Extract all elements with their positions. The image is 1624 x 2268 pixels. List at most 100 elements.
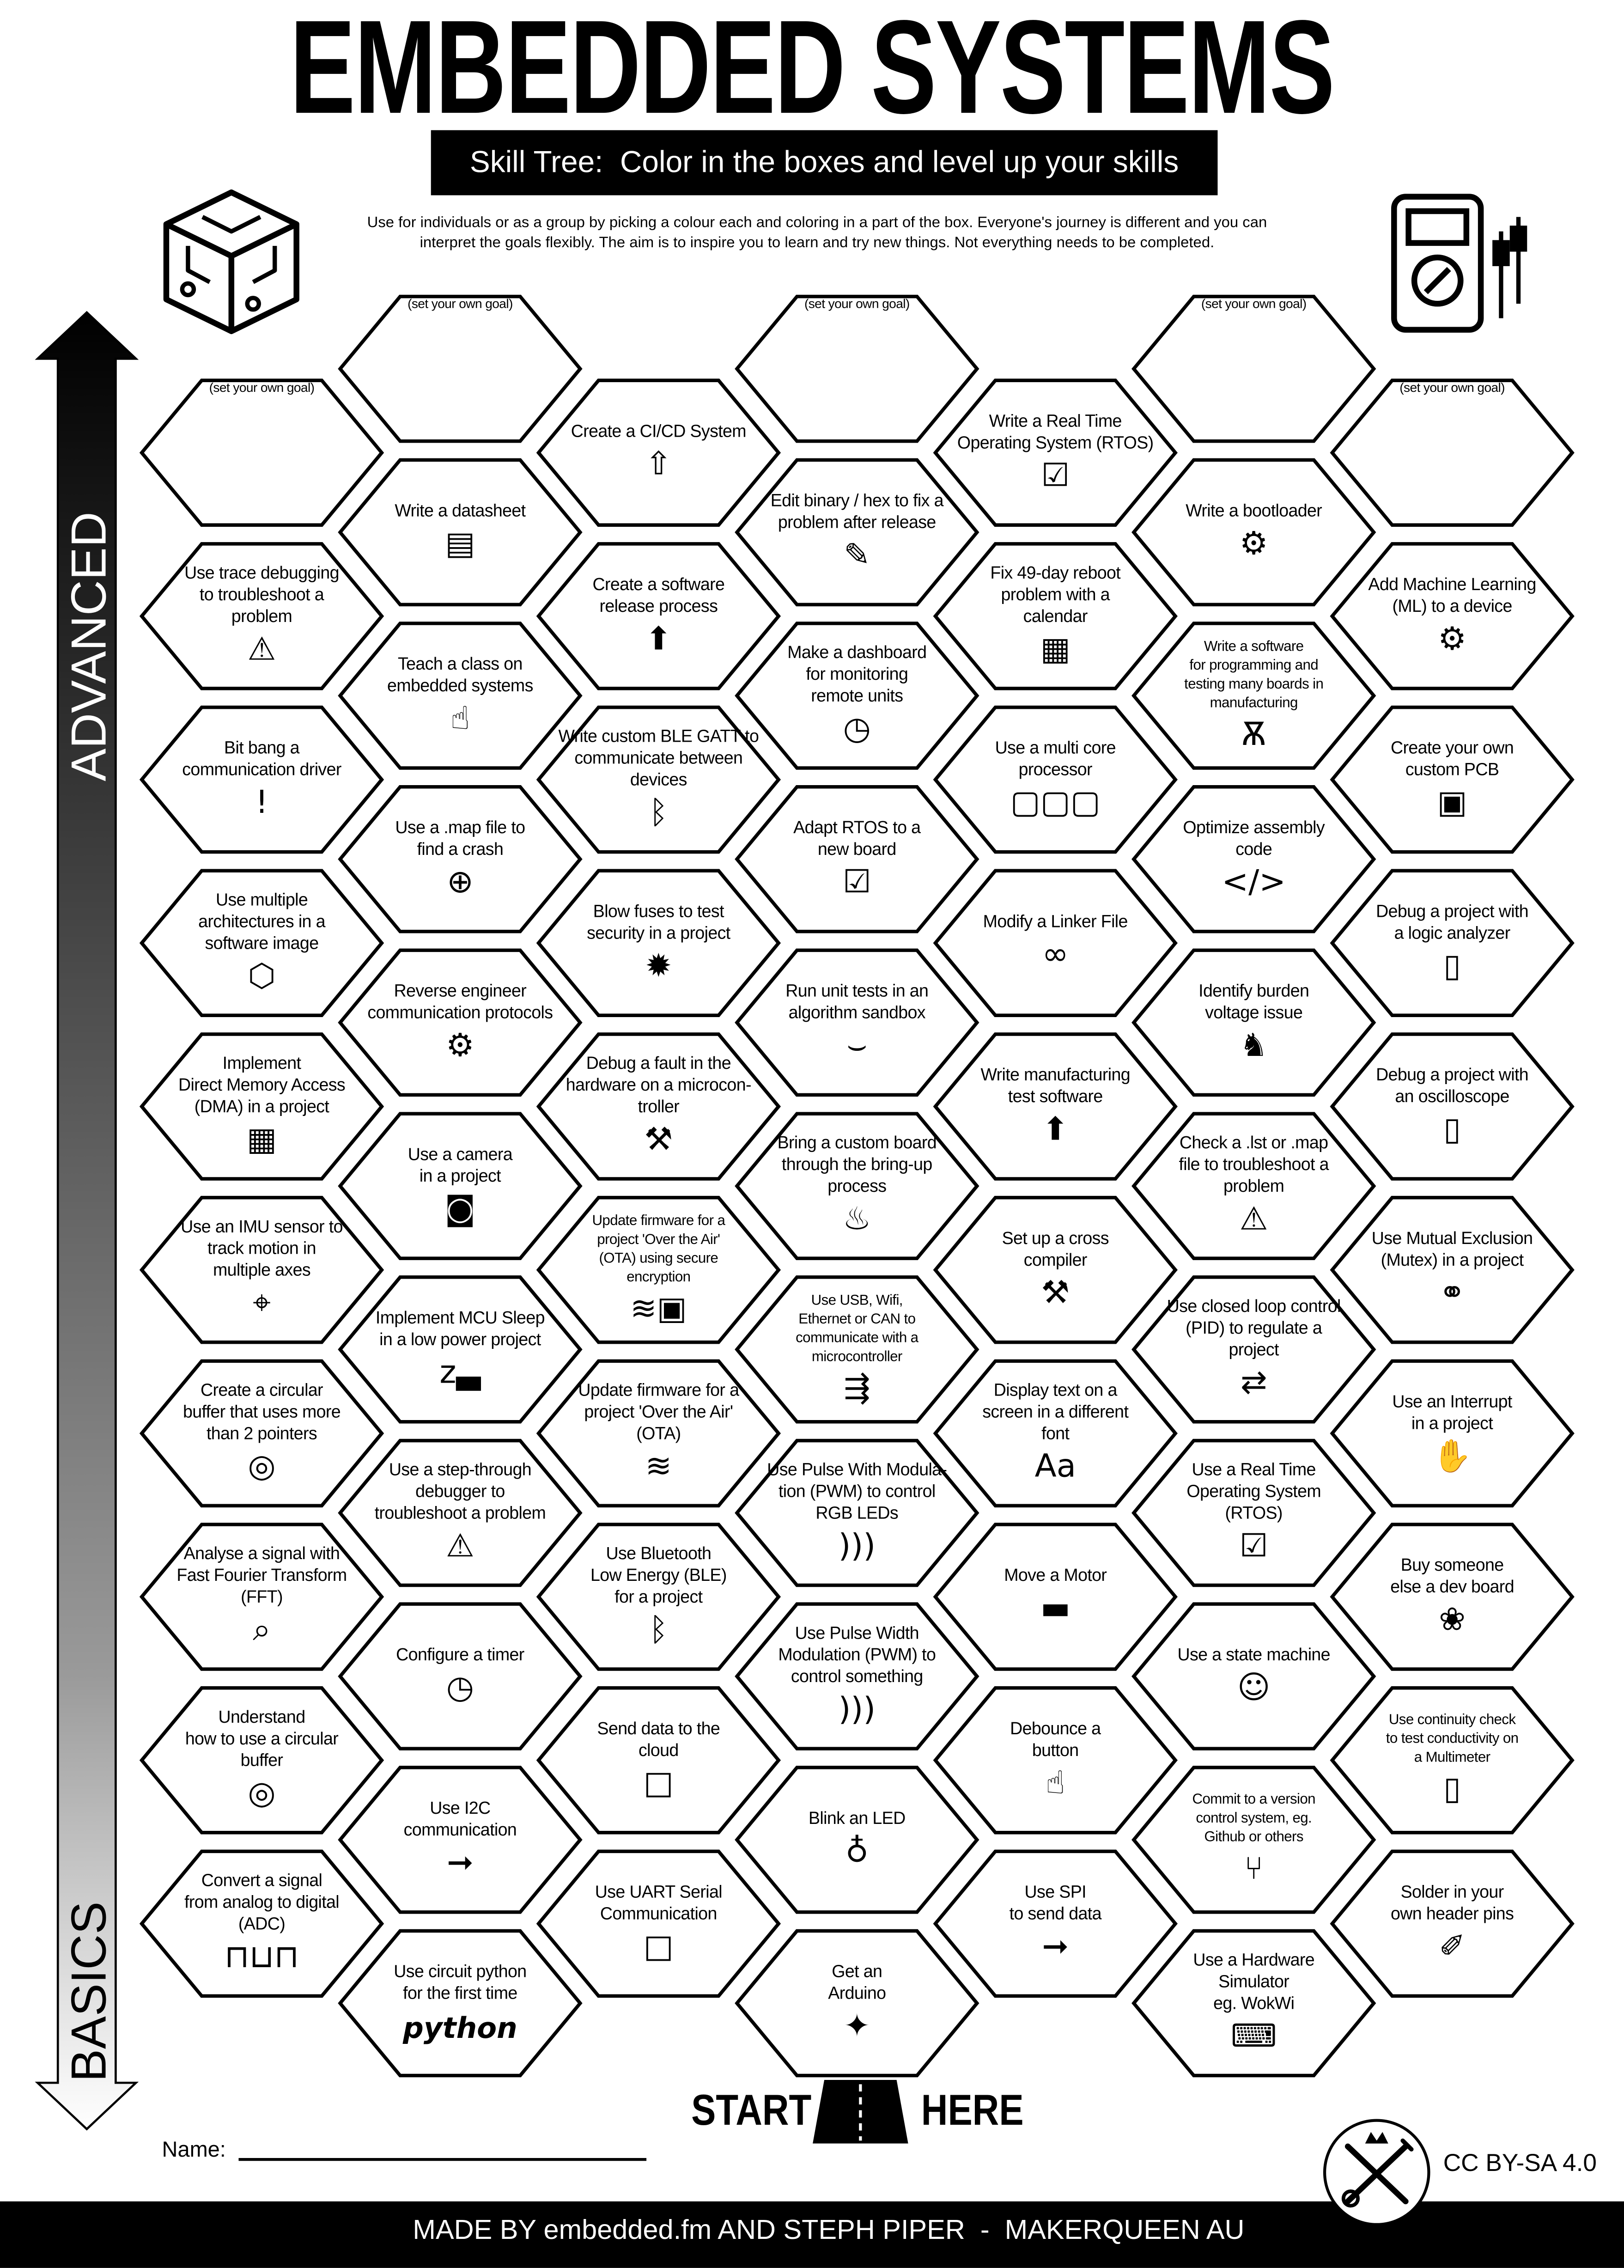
skill-cell[interactable]: Use Bluetooth Low Energy (BLE) for a pro… [557, 1526, 760, 1668]
skill-hex[interactable] [536, 1195, 781, 1344]
skill-cell[interactable]: (set your own goal) [1153, 297, 1355, 440]
skill-cell[interactable]: Identify burden voltage issue ♞ [1153, 952, 1355, 1094]
skill-hex[interactable] [735, 785, 979, 933]
skill-cell[interactable]: Use an Interrupt in a project ✋ [1351, 1362, 1553, 1504]
skill-cell[interactable]: Write a datasheet ▤ [359, 461, 561, 603]
skill-hex[interactable] [139, 1359, 384, 1508]
skill-cell[interactable]: Edit binary / hex to fix a problem after… [756, 461, 958, 603]
skill-hex[interactable] [933, 1032, 1178, 1181]
skill-hex[interactable] [1131, 622, 1376, 770]
goal-hex[interactable] [735, 294, 979, 443]
skill-hex[interactable] [1131, 1112, 1376, 1260]
skill-cell[interactable]: Bit bang a communication driver! [160, 709, 363, 851]
skill-hex[interactable] [1330, 1686, 1575, 1835]
skill-cell[interactable]: Use Mutual Exclusion (Mutex) in a projec… [1351, 1199, 1553, 1341]
skill-hex[interactable] [933, 1359, 1178, 1508]
skill-cell[interactable]: Move a Motor ▬ [954, 1526, 1156, 1668]
skill-hex[interactable] [1330, 542, 1575, 690]
skill-hex[interactable] [933, 1523, 1178, 1671]
skill-hex[interactable] [139, 1849, 384, 1998]
skill-hex[interactable] [1330, 1523, 1575, 1671]
skill-hex[interactable] [338, 1929, 583, 2078]
skill-hex[interactable] [735, 1602, 979, 1750]
skill-hex[interactable] [735, 1112, 979, 1260]
skill-hex[interactable] [1131, 1602, 1376, 1750]
skill-cell[interactable]: Use closed loop control (PID) to regulat… [1153, 1279, 1355, 1421]
skill-hex[interactable] [536, 1032, 781, 1181]
goal-hex[interactable] [1131, 294, 1376, 443]
skill-hex[interactable] [933, 1686, 1178, 1835]
skill-cell[interactable]: Analyse a signal with Fast Fourier Trans… [160, 1526, 363, 1668]
skill-hex[interactable] [933, 1849, 1178, 1998]
skill-cell[interactable]: Debounce a button ☝ [954, 1689, 1156, 1831]
skill-cell[interactable]: Send data to the cloud □ [557, 1689, 760, 1831]
skill-cell[interactable]: Write custom BLE GATT to communicate bet… [557, 709, 760, 851]
skill-hex[interactable] [1330, 705, 1575, 854]
skill-cell[interactable]: Debug a project with an oscilloscope ▯ [1351, 1036, 1553, 1177]
skill-hex[interactable] [1330, 1032, 1575, 1181]
skill-hex[interactable] [735, 1766, 979, 1914]
skill-cell[interactable]: Set up a cross compiler ⚒ [954, 1199, 1156, 1341]
skill-hex[interactable] [1131, 948, 1376, 1097]
skill-cell[interactable]: Buy someone else a dev board ❀ [1351, 1526, 1553, 1668]
skill-hex[interactable] [338, 1275, 583, 1424]
skill-hex[interactable] [933, 378, 1178, 527]
name-field[interactable] [238, 2158, 647, 2161]
skill-cell[interactable]: Adapt RTOS to a new board ☑ [756, 788, 958, 930]
skill-cell[interactable]: Teach a class on embedded systems ☝ [359, 625, 561, 767]
skill-hex[interactable] [933, 1195, 1178, 1344]
skill-hex[interactable] [735, 1275, 979, 1424]
skill-hex[interactable] [139, 1195, 384, 1344]
skill-cell[interactable]: Use multiple architectures in a software… [160, 872, 363, 1014]
skill-cell[interactable]: Use Pulse Width Modulation (PWM) to cont… [756, 1605, 958, 1747]
skill-cell[interactable]: Display text on a screen in a different … [954, 1362, 1156, 1504]
skill-cell[interactable]: Write manufacturing test software ⬆ [954, 1036, 1156, 1177]
skill-hex[interactable] [933, 705, 1178, 854]
skill-cell[interactable]: Run unit tests in an algorithm sandbox ⌣ [756, 952, 958, 1094]
skill-cell[interactable]: Use a camera in a project ◙ [359, 1115, 561, 1257]
skill-hex[interactable] [933, 542, 1178, 690]
skill-cell[interactable]: Use continuity check to test conductivit… [1351, 1689, 1553, 1831]
skill-hex[interactable] [1131, 785, 1376, 933]
skill-hex[interactable] [1131, 1929, 1376, 2078]
skill-cell[interactable]: Make a dashboard for monitoring remote u… [756, 625, 958, 767]
skill-hex[interactable] [338, 1439, 583, 1587]
skill-hex[interactable] [338, 458, 583, 607]
skill-cell[interactable]: Create a software release process ⬆ [557, 545, 760, 687]
skill-cell[interactable]: Implement MCU Sleep in a low power proje… [359, 1279, 561, 1421]
skill-hex[interactable] [1330, 869, 1575, 1018]
skill-cell[interactable]: Optimize assembly code </> [1153, 788, 1355, 930]
skill-cell[interactable]: Use trace debugging to troubleshoot a pr… [160, 545, 363, 687]
skill-cell[interactable]: Use SPI to send data ➞ [954, 1853, 1156, 1995]
skill-cell[interactable]: Create a circular buffer that uses more … [160, 1362, 363, 1504]
skill-hex[interactable] [735, 948, 979, 1097]
skill-hex[interactable] [536, 378, 781, 527]
skill-hex[interactable] [338, 1602, 583, 1750]
skill-cell[interactable]: Update firmware for a project 'Over the … [557, 1362, 760, 1504]
skill-hex[interactable] [338, 948, 583, 1097]
skill-hex[interactable] [338, 1766, 583, 1914]
skill-cell[interactable]: (set your own goal) [160, 380, 363, 524]
skill-hex[interactable] [338, 622, 583, 770]
skill-cell[interactable]: Write a software for programming and tes… [1153, 625, 1355, 767]
skill-hex[interactable] [139, 1523, 384, 1671]
skill-hex[interactable] [735, 1439, 979, 1587]
skill-cell[interactable]: Use an IMU sensor to track motion in mul… [160, 1199, 363, 1341]
skill-cell[interactable]: Write a bootloader ⚙ [1153, 461, 1355, 603]
skill-cell[interactable]: (set your own goal) [359, 297, 561, 440]
skill-cell[interactable]: Convert a signal from analog to digital … [160, 1853, 363, 1995]
goal-hex[interactable] [1330, 378, 1575, 527]
skill-cell[interactable]: Use a Real Time Operating System (RTOS) ☑ [1153, 1442, 1355, 1584]
skill-hex[interactable] [536, 705, 781, 854]
skill-cell[interactable]: Use a multi core processor ▢▢▢ [954, 709, 1156, 851]
skill-hex[interactable] [338, 785, 583, 933]
skill-hex[interactable] [139, 542, 384, 690]
skill-cell[interactable]: Use USB, Wifi, Ethernet or CAN to commun… [756, 1279, 958, 1421]
skill-cell[interactable]: Understand how to use a circular buffer ◎ [160, 1689, 363, 1831]
skill-cell[interactable]: Use I2C communication ➞ [359, 1769, 561, 1911]
skill-hex[interactable] [536, 1686, 781, 1835]
skill-hex[interactable] [536, 869, 781, 1018]
goal-hex[interactable] [139, 378, 384, 527]
skill-cell[interactable]: Update firmware for a project 'Over the … [557, 1199, 760, 1341]
skill-cell[interactable]: Debug a project with a logic analyzer ▯ [1351, 872, 1553, 1014]
